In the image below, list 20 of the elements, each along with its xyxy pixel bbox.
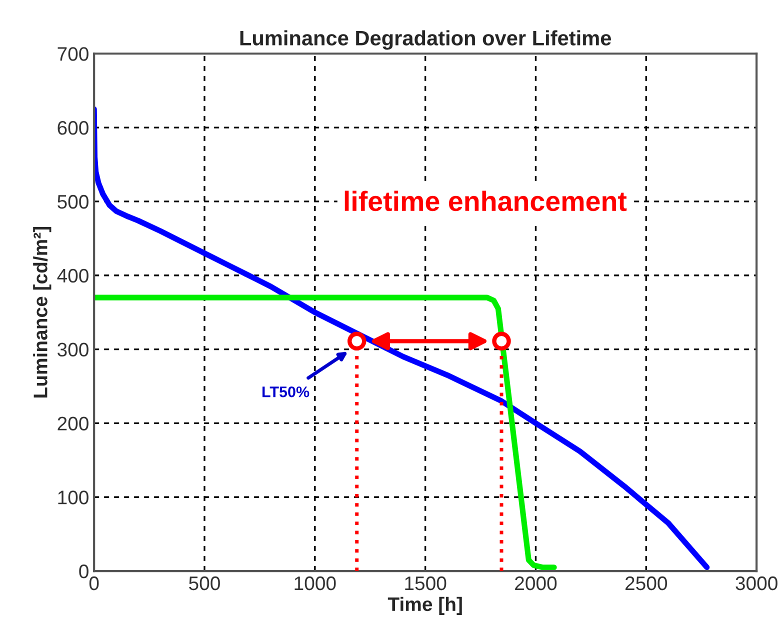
x-axis-title: Time [h] — [388, 596, 462, 615]
y-tick-label: 600 — [58, 121, 88, 135]
x-tick-label: 2500 — [626, 576, 668, 590]
annotation: lifetime enhancement — [344, 190, 627, 212]
x-tick-label: 3000 — [736, 576, 778, 590]
x-tick-label: 1500 — [405, 576, 446, 590]
y-tick-label: 100 — [58, 490, 88, 504]
y-tick-label: 700 — [58, 47, 88, 61]
y-tick-label: 0 — [79, 564, 88, 578]
x-tick-label: 1000 — [294, 576, 336, 590]
y-tick-label: 500 — [58, 194, 88, 209]
y-tick-label: 400 — [57, 268, 88, 283]
y-axis-title: Luminance [cd/m²] — [33, 227, 52, 398]
x-tick-label: 2000 — [515, 576, 557, 590]
x-tick-label: 500 — [189, 576, 220, 590]
x-tick-label: 0 — [89, 576, 99, 590]
y-tick-label: 200 — [58, 416, 88, 430]
y-tick-label: 300 — [58, 342, 88, 357]
chart-title: Luminance Degradation over Lifetime — [240, 30, 611, 50]
annotation: LT50% — [262, 386, 310, 398]
